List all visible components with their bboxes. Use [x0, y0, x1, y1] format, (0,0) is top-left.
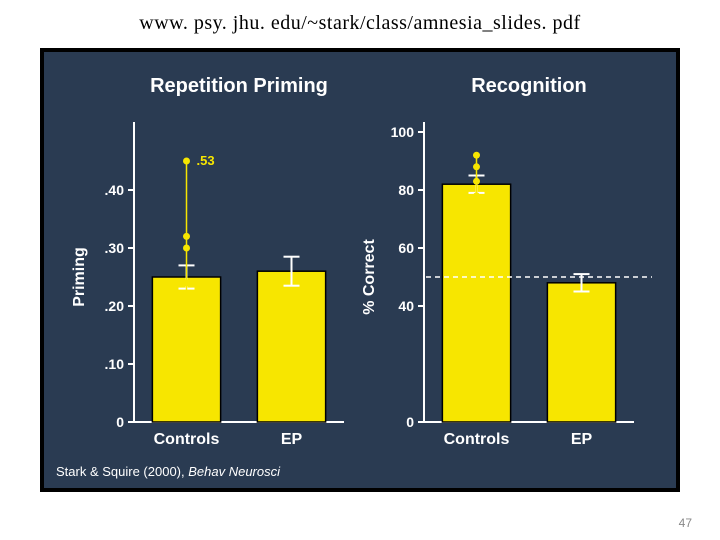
svg-text:% Correct: % Correct [361, 239, 378, 315]
svg-text:Priming: Priming [71, 247, 88, 307]
svg-text:.10: .10 [105, 356, 125, 372]
svg-text:100: 100 [391, 124, 415, 140]
source-url: www. psy. jhu. edu/~stark/class/amnesia_… [0, 12, 720, 35]
svg-text:0: 0 [116, 414, 124, 430]
svg-text:EP: EP [281, 431, 303, 448]
svg-text:Repetition Priming: Repetition Priming [150, 75, 328, 97]
svg-text:Controls: Controls [444, 431, 510, 448]
figure-inner: Repetition Priming 0 .10 .20 .30 .40 Priming Co… [44, 52, 676, 488]
svg-text:60: 60 [398, 240, 414, 256]
slide-root: www. psy. jhu. edu/~stark/class/amnesia_… [0, 0, 720, 540]
svg-text:40: 40 [398, 298, 414, 314]
svg-text:80: 80 [398, 182, 414, 198]
svg-text:.40: .40 [105, 182, 125, 198]
svg-text:0: 0 [406, 414, 414, 430]
svg-text:Stark & Squire (2000), Behav N: Stark & Squire (2000), Behav Neurosci [56, 464, 281, 479]
svg-text:.20: .20 [105, 298, 125, 314]
svg-text:.53: .53 [197, 153, 215, 168]
svg-text:EP: EP [571, 431, 593, 448]
svg-text:Controls: Controls [154, 431, 220, 448]
figure-outer: Repetition Priming 0 .10 .20 .30 .40 Priming Co… [40, 48, 680, 492]
svg-text:.30: .30 [105, 240, 125, 256]
chart-svg: Repetition Priming 0 .10 .20 .30 .40 Priming Co… [44, 52, 676, 488]
svg-text:Recognition: Recognition [471, 75, 587, 97]
page-number: 47 [679, 516, 692, 530]
